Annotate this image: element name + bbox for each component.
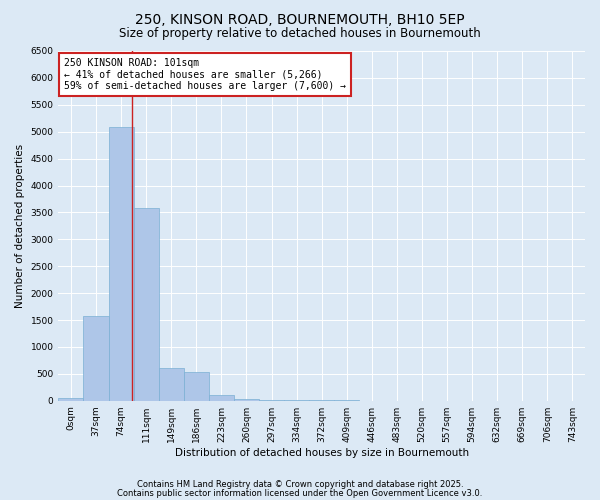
Text: Contains public sector information licensed under the Open Government Licence v3: Contains public sector information licen… <box>118 489 482 498</box>
X-axis label: Distribution of detached houses by size in Bournemouth: Distribution of detached houses by size … <box>175 448 469 458</box>
Bar <box>184 372 209 400</box>
Bar <box>134 208 159 400</box>
Bar <box>159 368 184 400</box>
Bar <box>234 399 259 400</box>
Text: Contains HM Land Registry data © Crown copyright and database right 2025.: Contains HM Land Registry data © Crown c… <box>137 480 463 489</box>
Bar <box>109 128 134 400</box>
Bar <box>83 316 109 400</box>
Bar <box>209 396 234 400</box>
Text: 250 KINSON ROAD: 101sqm
← 41% of detached houses are smaller (5,266)
59% of semi: 250 KINSON ROAD: 101sqm ← 41% of detache… <box>64 58 346 91</box>
Bar <box>58 398 83 400</box>
Text: 250, KINSON ROAD, BOURNEMOUTH, BH10 5EP: 250, KINSON ROAD, BOURNEMOUTH, BH10 5EP <box>135 12 465 26</box>
Text: Size of property relative to detached houses in Bournemouth: Size of property relative to detached ho… <box>119 28 481 40</box>
Y-axis label: Number of detached properties: Number of detached properties <box>15 144 25 308</box>
